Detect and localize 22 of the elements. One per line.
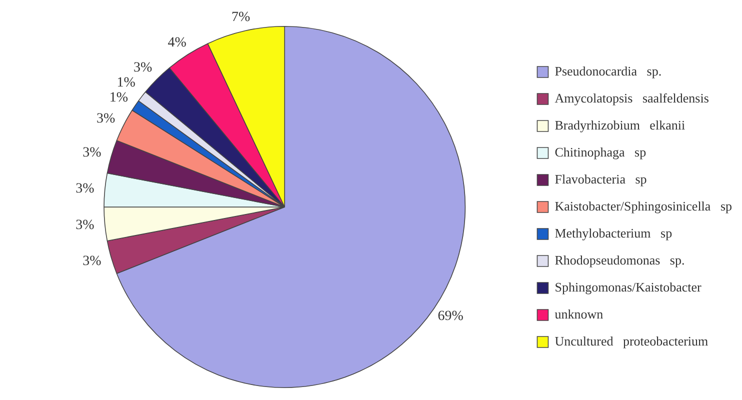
legend-label: unknown [554, 306, 604, 322]
legend-label: Sphingomonas/Kaistobacter [554, 279, 702, 294]
data-label: 3% [76, 218, 95, 233]
data-label: 3% [82, 145, 102, 160]
legend-label: Kaistobacter/Sphingosinicella sp [554, 198, 732, 214]
legend-label: Pseudonocardia sp. [554, 63, 662, 78]
data-label: 3% [133, 60, 152, 76]
data-label: 3% [82, 254, 102, 269]
data-label: 69% [438, 309, 464, 324]
data-label: 1% [109, 90, 128, 106]
data-label: 4% [168, 35, 187, 50]
legend-label: Flavobacteria sp [554, 171, 647, 186]
legend-label: Methylobacterium sp [554, 225, 672, 240]
legend-label: Bradyrhizobium elkanii [554, 117, 686, 132]
legend-label: Amycolatopsis saalfeldensis [554, 90, 709, 106]
data-label: 3% [76, 181, 95, 196]
legend-label: Uncultured proteobacterium [554, 333, 708, 348]
data-label: 1% [116, 75, 136, 90]
data-label: 7% [232, 10, 251, 25]
legend-label: Rhodopseudomonas sp. [554, 252, 685, 268]
data-label: 3% [96, 111, 116, 126]
legend-label: Chitinophaga sp [554, 144, 646, 160]
